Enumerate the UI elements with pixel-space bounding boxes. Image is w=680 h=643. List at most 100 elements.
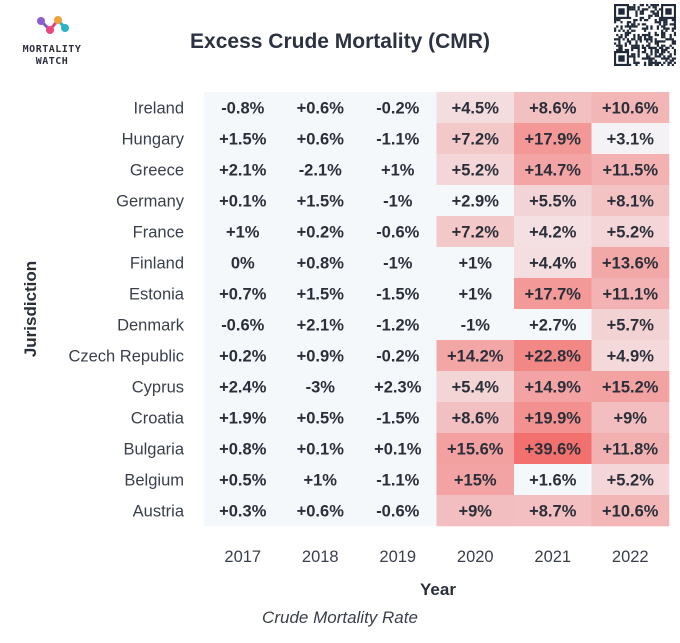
cell-value-label: +9% <box>614 410 648 428</box>
heatmap-cell <box>204 185 282 217</box>
x-tick-label: 2017 <box>224 548 261 566</box>
cell-value-label: +8.6% <box>452 410 500 428</box>
cell-value-label: +0.1% <box>374 441 422 459</box>
cell-value-label: +1% <box>381 162 415 180</box>
cell-value-label: +11.1% <box>602 286 658 304</box>
cell-value-label: +0.9% <box>297 348 345 366</box>
heatmap-cell <box>281 92 360 124</box>
heatmap-cell <box>359 92 437 124</box>
heatmap-cell <box>591 495 670 527</box>
cell-value-label: -0.2% <box>376 100 419 118</box>
y-tick-label: Czech Republic <box>68 348 184 366</box>
cell-value-label: +14.2% <box>447 348 504 366</box>
heatmap-cell <box>514 247 592 279</box>
cell-value-label: -0.8% <box>221 100 264 118</box>
heatmap-cell <box>359 216 437 248</box>
cell-value-label: +5.7% <box>607 317 655 335</box>
cell-value-label: +5.5% <box>529 193 577 211</box>
y-tick-label: Greece <box>130 162 184 180</box>
cell-value-label: +15% <box>454 472 497 490</box>
cell-value-label: +4.5% <box>452 100 500 118</box>
cell-value-label: +17.7% <box>525 286 582 304</box>
heatmap-cell <box>514 185 592 217</box>
heatmap-cell <box>204 154 282 186</box>
heatmap-cell <box>436 154 515 186</box>
x-tick-label: 2019 <box>379 548 416 566</box>
cell-value-label: +4.9% <box>607 348 655 366</box>
heatmap-cell <box>436 247 515 279</box>
heatmap-cell <box>591 247 670 279</box>
cell-value-label: +3.1% <box>607 131 655 149</box>
heatmap-cell <box>281 371 360 403</box>
heatmap-cell <box>281 185 360 217</box>
heatmap-cell <box>436 216 515 248</box>
network-logo-icon <box>37 16 69 34</box>
cell-value-label: +1% <box>226 224 260 242</box>
heatmap-cell <box>514 92 592 124</box>
cell-value-label: +0.2% <box>219 348 267 366</box>
cell-value-label: +0.5% <box>297 410 345 428</box>
cell-value-label: +17.9% <box>525 131 582 149</box>
y-tick-label: Cyprus <box>132 379 184 397</box>
cell-value-label: +7.2% <box>452 224 500 242</box>
cell-value-label: -1.1% <box>376 472 419 490</box>
cell-value-label: +11.5% <box>602 162 658 180</box>
cell-value-label: +14.9% <box>525 379 582 397</box>
heatmap-cell <box>591 216 670 248</box>
heatmap-cell <box>359 123 437 155</box>
heatmap-cell <box>204 464 282 496</box>
qr-code-icon <box>614 4 676 66</box>
heatmap-cell <box>204 247 282 279</box>
cell-value-label: +15.2% <box>602 379 659 397</box>
heatmap-cell <box>281 154 360 186</box>
x-tick-label: 2020 <box>457 548 494 566</box>
heatmap-cell <box>514 309 592 341</box>
cell-value-label: +10.6% <box>602 503 659 521</box>
heatmap-cell <box>281 278 360 310</box>
heatmap-cell <box>436 340 515 372</box>
cell-value-label: +5.4% <box>452 379 500 397</box>
cell-value-label: +2.9% <box>452 193 500 211</box>
heatmap-cell <box>436 92 515 124</box>
cell-value-label: +2.1% <box>219 162 267 180</box>
heatmap-cell <box>204 278 282 310</box>
y-tick-label: Belgium <box>124 472 184 490</box>
cell-value-label: +1.6% <box>529 472 577 490</box>
x-axis-title-text: Year <box>420 580 456 599</box>
heatmap-cell <box>359 247 437 279</box>
heatmap-cell <box>436 464 515 496</box>
y-tick-label: Croatia <box>131 410 185 428</box>
cell-value-label: +0.1% <box>219 193 267 211</box>
heatmap-cell <box>359 464 437 496</box>
cell-value-label: -1% <box>461 317 491 335</box>
cell-value-label: +5.2% <box>452 162 500 180</box>
cell-value-label: +0.8% <box>297 255 345 273</box>
heatmap-cell <box>204 433 282 465</box>
heatmap-cell <box>514 495 592 527</box>
y-tick-label: Hungary <box>122 131 185 149</box>
heatmap-cell <box>514 216 592 248</box>
logo-line-1: MORTALITY <box>22 44 82 55</box>
heatmap-cell <box>514 340 592 372</box>
heatmap-cell <box>514 371 592 403</box>
heatmap-cell <box>436 433 515 465</box>
cell-value-label: +1.5% <box>219 131 267 149</box>
heatmap-cell <box>204 371 282 403</box>
cell-value-label: +0.7% <box>219 286 267 304</box>
y-tick-label: France <box>133 224 184 242</box>
cell-value-label: +4.2% <box>529 224 577 242</box>
cell-value-label: +7.2% <box>452 131 500 149</box>
heatmap-cell <box>281 402 360 434</box>
heatmap-cell <box>436 123 515 155</box>
cell-value-label: 0% <box>231 255 255 273</box>
cell-value-label: +1.5% <box>297 193 345 211</box>
x-tick-label: 2018 <box>302 548 339 566</box>
cell-value-label: +2.7% <box>529 317 577 335</box>
heatmap-cell <box>591 402 670 434</box>
heatmap-cell <box>281 340 360 372</box>
cell-value-label: +0.6% <box>297 131 345 149</box>
heatmap-cell <box>591 371 670 403</box>
heatmap-cell <box>359 278 437 310</box>
heatmap-cell <box>591 185 670 217</box>
